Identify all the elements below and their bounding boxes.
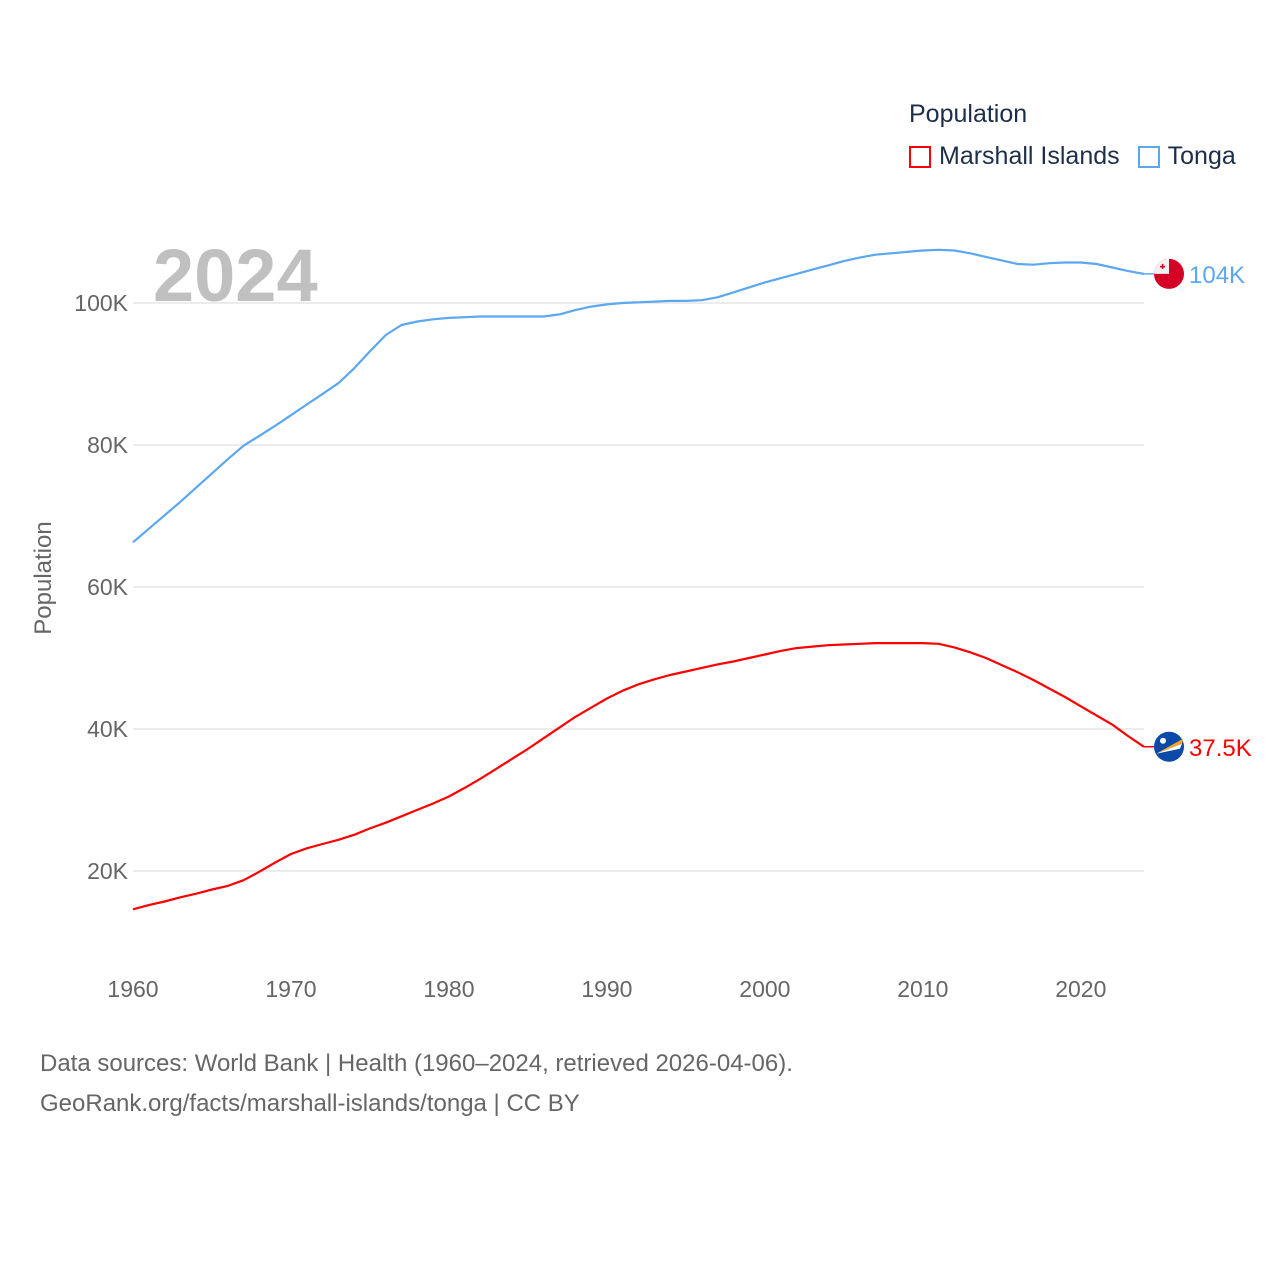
legend-title: Population bbox=[909, 100, 1028, 128]
y-tick-label: 80K bbox=[87, 432, 129, 458]
y-tick-label: 20K bbox=[87, 858, 129, 884]
y-tick-label: 100K bbox=[74, 290, 128, 316]
x-tick-label: 2010 bbox=[897, 976, 948, 1002]
x-tick-label: 1970 bbox=[265, 976, 316, 1002]
flag-star bbox=[1160, 737, 1166, 744]
x-tick-label: 2020 bbox=[1055, 976, 1106, 1002]
series-line-marshall-islands bbox=[132, 642, 1145, 911]
legend-label: Tonga bbox=[1167, 142, 1236, 170]
legend-label: Marshall Islands bbox=[939, 142, 1120, 170]
tonga-flag-icon bbox=[1154, 258, 1184, 289]
legend-item-tonga[interactable]: Tonga bbox=[1137, 142, 1236, 171]
flag-stripe-white bbox=[1156, 743, 1182, 754]
y-tick-label: 40K bbox=[87, 716, 129, 742]
legend: Marshall Islands Tonga bbox=[909, 142, 1254, 171]
end-value-label: 37.5K bbox=[1189, 735, 1252, 762]
y-tick-label: 60K bbox=[87, 574, 129, 600]
x-tick-label: 2000 bbox=[739, 976, 790, 1002]
x-tick-label: 1990 bbox=[581, 976, 632, 1002]
y-axis-label: Population bbox=[30, 521, 57, 634]
data-sources: Data sources: World Bank | Health (1960–… bbox=[40, 1050, 793, 1077]
source-link[interactable]: GeoRank.org/facts/marshall-islands/tonga… bbox=[40, 1090, 580, 1117]
end-value-label: 104K bbox=[1189, 262, 1245, 289]
flag-cross bbox=[1161, 263, 1164, 269]
marshall-islands-flag-icon bbox=[1154, 731, 1184, 762]
flag-stripe-orange bbox=[1156, 738, 1183, 754]
year-watermark: 2024 bbox=[153, 234, 318, 317]
legend-swatch-tonga bbox=[1137, 145, 1160, 168]
x-tick-label: 1980 bbox=[423, 976, 474, 1002]
legend-item-marshall-islands[interactable]: Marshall Islands bbox=[909, 142, 1120, 171]
footer: Data sources: World Bank | Health (1960–… bbox=[40, 1044, 793, 1124]
legend-swatch-marshall-islands bbox=[909, 145, 931, 168]
x-tick-label: 1960 bbox=[107, 976, 158, 1002]
series-line-tonga bbox=[132, 248, 1145, 544]
